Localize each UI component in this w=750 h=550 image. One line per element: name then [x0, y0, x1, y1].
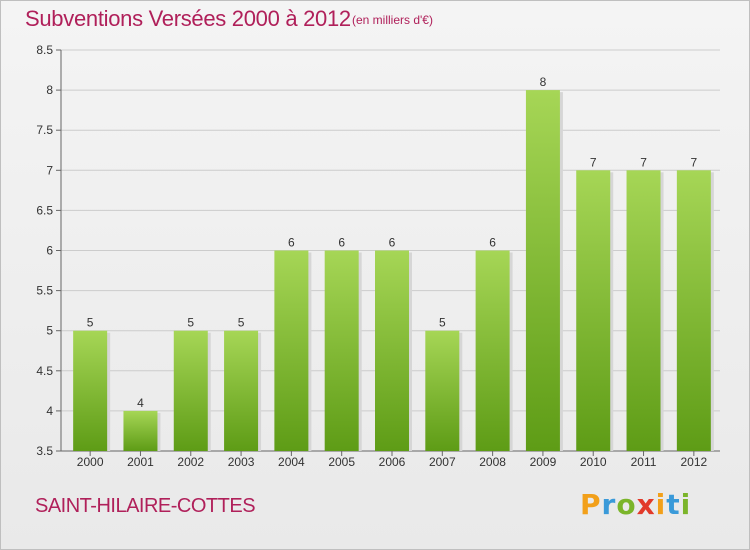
- x-tick-label: 2003: [228, 455, 255, 469]
- bar-2011: [626, 170, 661, 452]
- bar-value-label: 7: [590, 155, 597, 169]
- y-tick-label: 8.5: [36, 43, 53, 57]
- bar-2000: [73, 330, 108, 451]
- bar-2001: [123, 410, 158, 451]
- logo-letter: i: [680, 488, 692, 521]
- logo-letter: r: [601, 488, 617, 521]
- bar-value-label: 6: [288, 236, 295, 250]
- y-tick-label: 7: [46, 163, 53, 177]
- bar-value-label: 6: [389, 236, 396, 250]
- logo-letter: x: [636, 488, 656, 521]
- bar-2008: [475, 250, 510, 451]
- x-tick-label: 2005: [328, 455, 355, 469]
- bar-2010: [576, 170, 611, 452]
- bar-value-label: 5: [187, 316, 194, 330]
- bar-value-label: 8: [540, 75, 547, 89]
- bar-2007: [425, 330, 460, 451]
- x-tick-label: 2000: [77, 455, 104, 469]
- chart-subtitle: (en milliers d'€): [352, 13, 433, 27]
- x-tick-label: 2012: [680, 455, 707, 469]
- bar-2005: [324, 250, 359, 451]
- y-tick-label: 4.5: [36, 364, 53, 378]
- commune-name: SAINT-HILAIRE-COTTES: [35, 495, 256, 517]
- y-tick-label: 7.5: [36, 123, 53, 137]
- bar-value-label: 7: [640, 155, 647, 169]
- bar-2002: [173, 330, 208, 451]
- y-tick-label: 3.5: [36, 444, 53, 458]
- y-tick-label: 4: [46, 404, 53, 418]
- labels: 3.5 4 4.5 5 5.5 6 6.5 7 7.5 8 8.5 5 2000 4 2001 5 2002 5 2…: [36, 43, 707, 469]
- bar-value-label: 7: [691, 155, 698, 169]
- proxiti-logo[interactable]: Proxiti: [580, 488, 691, 521]
- logo-letter: P: [580, 488, 602, 521]
- x-tick-label: 2001: [127, 455, 154, 469]
- x-tick-label: 2011: [631, 455, 657, 469]
- bar-value-label: 5: [238, 316, 245, 330]
- x-tick-label: 2010: [580, 455, 607, 469]
- bar-2006: [375, 250, 409, 451]
- y-tick-label: 5: [46, 324, 53, 338]
- x-tick-label: 2008: [479, 455, 506, 469]
- y-tick-label: 6: [46, 244, 53, 258]
- bar-2012: [676, 170, 711, 452]
- bar-value-label: 6: [338, 236, 345, 250]
- x-tick-label: 2004: [278, 455, 305, 469]
- bar-2009: [525, 90, 560, 451]
- logo-letter: i: [655, 488, 667, 521]
- y-tick-label: 8: [46, 83, 53, 97]
- bars: [73, 90, 714, 452]
- chart-title: Subventions Versées 2000 à 2012: [25, 6, 351, 31]
- y-tick-label: 5.5: [36, 284, 53, 298]
- logo-letter: t: [666, 488, 681, 521]
- logo-letter: o: [616, 488, 637, 521]
- bar-2004: [274, 250, 309, 451]
- x-tick-label: 2007: [429, 455, 456, 469]
- x-tick-label: 2002: [177, 455, 204, 469]
- bar-value-label: 4: [137, 396, 144, 410]
- bar-2003: [224, 330, 259, 451]
- bar-value-label: 6: [489, 236, 496, 250]
- x-tick-label: 2009: [530, 455, 557, 469]
- y-tick-label: 6.5: [36, 203, 53, 217]
- x-tick-label: 2006: [379, 455, 406, 469]
- bar-value-label: 5: [87, 316, 94, 330]
- bar-value-label: 5: [439, 316, 446, 330]
